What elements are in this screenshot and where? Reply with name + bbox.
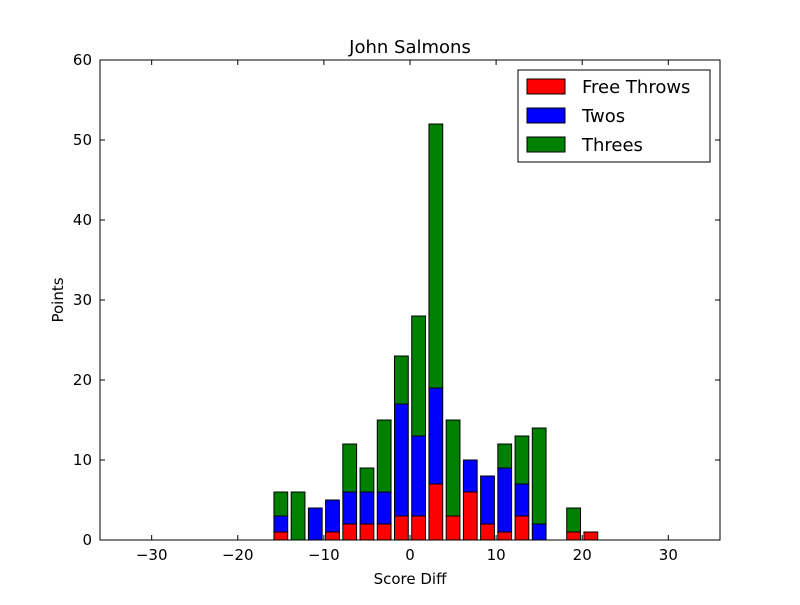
bar-twos-21 [462, 459, 478, 493]
x-tick-label: 0 [405, 546, 415, 564]
legend: Free Throws Twos Threes [517, 69, 711, 163]
bar-twos-19 [428, 387, 444, 485]
bar-free-throws-24 [514, 515, 530, 541]
bar-twos-16 [376, 491, 392, 525]
bar-free-throws-23 [497, 531, 513, 541]
bar-threes-23 [497, 443, 513, 469]
bar-free-throws-14 [342, 523, 358, 541]
bar-free-throws-16 [376, 523, 392, 541]
legend-swatch [526, 78, 566, 95]
x-tick-label: −30 [136, 546, 168, 564]
legend-label: Twos [581, 106, 625, 127]
bar-twos-12 [307, 507, 323, 541]
bar-free-throws-21 [462, 491, 478, 541]
bar-free-throws-19 [428, 483, 444, 541]
bar-layer [273, 123, 599, 541]
y-tick-label: 60 [73, 51, 92, 69]
x-tick-label: −20 [222, 546, 254, 564]
bar-threes-15 [359, 467, 375, 493]
bar-twos-15 [359, 491, 375, 525]
bar-threes-19 [428, 123, 444, 389]
bar-threes-24 [514, 435, 530, 485]
chart-title: John Salmons [348, 37, 471, 58]
y-tick-label: 30 [73, 291, 92, 309]
bar-twos-13 [325, 499, 340, 533]
bar-threes-17 [394, 355, 409, 405]
bar-free-throws-27 [566, 531, 582, 541]
x-tick-label: 10 [487, 546, 506, 564]
bar-free-throws-20 [445, 515, 461, 541]
bar-twos-10 [273, 515, 289, 533]
bar-twos-18 [411, 435, 427, 517]
bar-threes-20 [445, 419, 461, 517]
bar-free-throws-17 [394, 515, 409, 541]
bar-twos-24 [514, 483, 530, 517]
bar-threes-14 [342, 443, 358, 493]
x-tick-label: −10 [308, 546, 340, 564]
bar-free-throws-28 [583, 531, 599, 541]
bar-twos-17 [394, 403, 409, 517]
bar-threes-18 [411, 315, 427, 437]
bar-free-throws-18 [411, 515, 427, 541]
bar-twos-14 [342, 491, 358, 525]
x-axis-label: Score Diff [374, 570, 447, 588]
y-tick-label: 50 [73, 131, 92, 149]
bar-threes-16 [376, 419, 392, 493]
legend-label: Threes [581, 135, 643, 156]
bar-twos-25 [531, 523, 547, 541]
y-tick-label: 40 [73, 211, 92, 229]
tick-layer: −30 −20 −10 0 10 20 30 0 10 20 30 40 50 60 [73, 51, 720, 564]
bar-threes-11 [290, 491, 306, 541]
y-tick-label: 20 [73, 371, 92, 389]
y-tick-label: 10 [73, 451, 92, 469]
bar-twos-23 [497, 467, 513, 533]
bar-twos-22 [480, 475, 495, 525]
bar-threes-25 [531, 427, 547, 525]
y-tick-label: 0 [82, 531, 92, 549]
legend-label: Free Throws [582, 77, 690, 98]
bar-free-throws-13 [325, 531, 340, 541]
bar-threes-10 [273, 491, 289, 517]
legend-swatch [526, 107, 566, 124]
bar-threes-27 [566, 507, 582, 533]
bar-free-throws-15 [359, 523, 375, 541]
bar-free-throws-22 [480, 523, 495, 541]
x-tick-label: 20 [573, 546, 592, 564]
legend-swatch [526, 136, 566, 153]
y-axis-label: Points [49, 277, 67, 322]
x-tick-label: 30 [659, 546, 678, 564]
bar-free-throws-10 [273, 531, 289, 541]
